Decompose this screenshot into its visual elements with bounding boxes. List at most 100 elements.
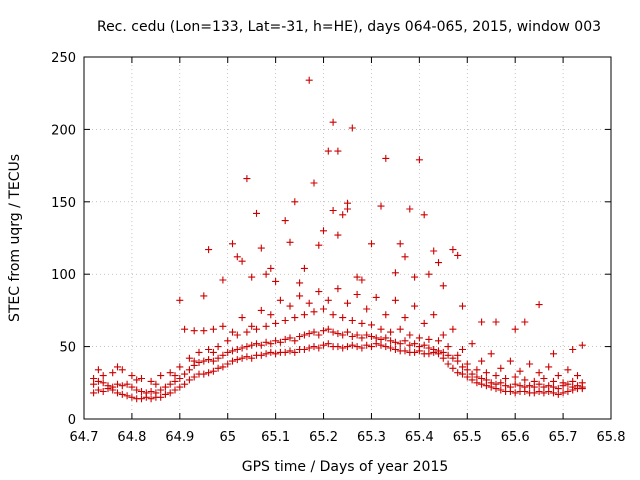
- data-point: [123, 392, 131, 400]
- data-point: [497, 364, 505, 372]
- data-point: [358, 344, 366, 352]
- data-point: [492, 318, 500, 326]
- data-point: [521, 318, 529, 326]
- data-point: [118, 366, 126, 374]
- data-point: [310, 343, 318, 351]
- data-point: [449, 246, 457, 254]
- data-point: [454, 251, 462, 259]
- data-point: [511, 325, 519, 333]
- data-point: [415, 334, 423, 342]
- data-point: [257, 341, 265, 349]
- data-point: [315, 241, 323, 249]
- data-point: [329, 311, 337, 319]
- data-point: [214, 364, 222, 372]
- data-point: [391, 269, 399, 277]
- data-point: [382, 343, 390, 351]
- data-point: [353, 343, 361, 351]
- data-point: [238, 354, 246, 362]
- data-point: [391, 346, 399, 353]
- data-point: [253, 340, 260, 348]
- data-point: [262, 322, 270, 330]
- data-point: [406, 205, 414, 213]
- data-point: [272, 337, 280, 345]
- data-point: [435, 259, 442, 267]
- data-point: [128, 372, 136, 380]
- data-point: [502, 382, 510, 390]
- data-point: [377, 335, 385, 343]
- data-point: [200, 327, 208, 335]
- data-point: [224, 348, 232, 356]
- data-point: [157, 393, 165, 401]
- data-point: [114, 389, 121, 397]
- data-point: [425, 344, 433, 352]
- data-point: [324, 147, 332, 155]
- y-tick-label: 150: [51, 196, 76, 211]
- data-point: [554, 385, 562, 393]
- data-point: [267, 340, 275, 348]
- data-point: [320, 327, 327, 335]
- data-point: [157, 372, 165, 380]
- data-point: [272, 277, 280, 285]
- data-point: [320, 341, 327, 349]
- data-point: [387, 337, 395, 345]
- data-point: [219, 363, 227, 371]
- data-point: [209, 348, 217, 356]
- data-point: [526, 382, 534, 390]
- data-point: [195, 348, 203, 356]
- data-point: [161, 390, 169, 398]
- data-point: [305, 344, 313, 352]
- data-point: [324, 325, 332, 333]
- data-point: [138, 375, 145, 382]
- data-point: [209, 357, 217, 365]
- data-point: [564, 380, 572, 388]
- data-point: [559, 389, 567, 397]
- data-point: [315, 288, 323, 296]
- data-point: [315, 331, 323, 339]
- data-point: [205, 369, 213, 377]
- data-point: [257, 244, 265, 252]
- data-point: [444, 343, 452, 351]
- data-point: [315, 344, 323, 352]
- data-point: [238, 344, 246, 352]
- data-point: [439, 348, 447, 356]
- data-point: [133, 386, 141, 394]
- y-tick-label: 0: [68, 413, 76, 428]
- data-point: [406, 331, 414, 339]
- data-point: [334, 147, 342, 155]
- data-point: [281, 217, 289, 225]
- data-point: [152, 389, 160, 397]
- x-tick-label: 65: [219, 430, 236, 445]
- data-point: [391, 338, 399, 346]
- data-point: [372, 334, 380, 342]
- data-point: [147, 377, 155, 385]
- x-tick-label: 65.1: [261, 430, 290, 445]
- data-point: [286, 334, 294, 342]
- data-point: [511, 380, 519, 388]
- data-point: [411, 348, 419, 356]
- data-point: [262, 338, 270, 346]
- data-point: [176, 383, 184, 391]
- data-point: [396, 325, 404, 333]
- data-point: [401, 314, 409, 322]
- data-point: [219, 322, 227, 330]
- data-point: [382, 154, 390, 162]
- data-point: [368, 240, 375, 248]
- data-point: [353, 331, 361, 339]
- data-point: [276, 296, 284, 304]
- data-point: [219, 276, 227, 284]
- data-point: [310, 308, 318, 316]
- data-point: [339, 211, 347, 219]
- data-point: [181, 380, 189, 388]
- data-point: [219, 351, 227, 359]
- data-point: [166, 389, 174, 397]
- data-point: [181, 325, 189, 333]
- data-point: [348, 124, 356, 132]
- data-point: [344, 299, 351, 307]
- data-point: [444, 351, 452, 359]
- data-point: [478, 318, 486, 326]
- data-point: [229, 357, 236, 365]
- data-point: [420, 211, 428, 219]
- data-point: [171, 372, 179, 380]
- data-point: [205, 356, 213, 364]
- x-tick-label: 64.8: [117, 430, 146, 445]
